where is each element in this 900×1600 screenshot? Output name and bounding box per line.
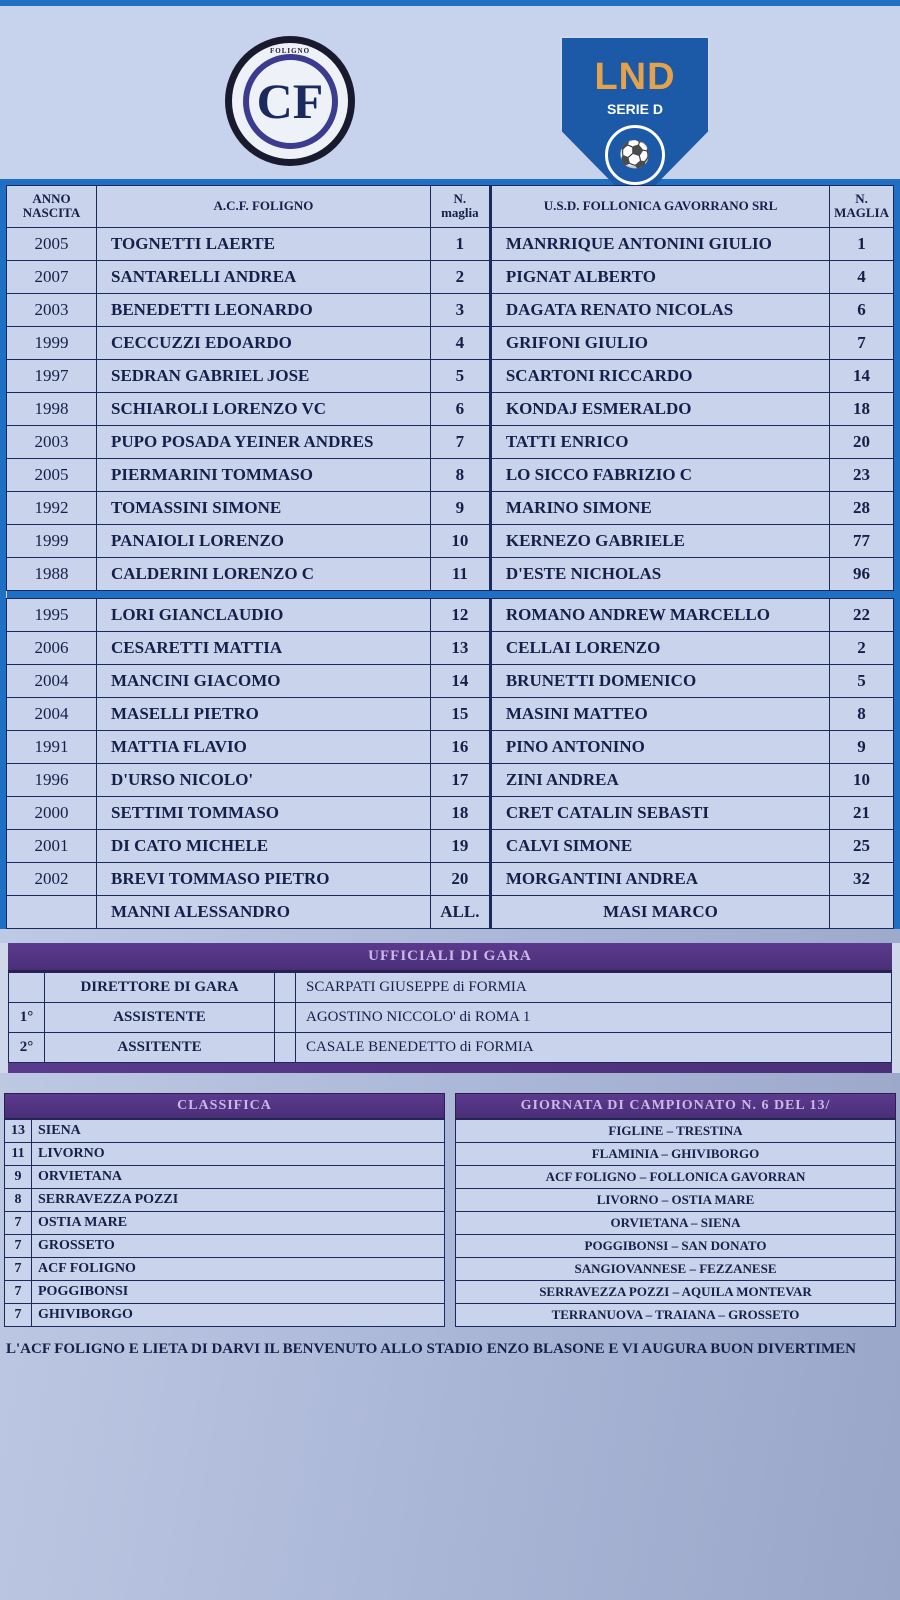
roster-row: 2004 MANCINI GIACOMO 14 BRUNETTI DOMENIC… — [7, 664, 894, 697]
giornata-row: SERRAVEZZA POZZI – AQUILA MONTEVAR — [456, 1280, 896, 1303]
lnd-serie-d-logo: LND SERIE D — [560, 36, 710, 206]
officials-section: UFFICIALI DI GARA DIRETTORE DI GARA SCAR… — [0, 943, 900, 1073]
giornata-row: ORVIETANA – SIENA — [456, 1211, 896, 1234]
officials-table: DIRETTORE DI GARA SCARPATI GIUSEPPE di F… — [8, 972, 892, 1063]
roster-row: 2002 BREVI TOMMASO PIETRO 20 MORGANTINI … — [7, 862, 894, 895]
roster-row: 1996 D'URSO NICOLO' 17 ZINI ANDREA 10 — [7, 763, 894, 796]
acf-foligno-logo: FOLIGNO CF — [225, 36, 355, 166]
giornata-row: FIGLINE – TRESTINA — [456, 1119, 896, 1142]
classifica-row: 8 SERRAVEZZA POZZI — [5, 1188, 445, 1211]
giornata-row: SANGIOVANNESE – FEZZANESE — [456, 1257, 896, 1280]
roster-row: 2005 TOGNETTI LAERTE 1 MANRRIQUE ANTONIN… — [7, 227, 894, 260]
giornata-row: ACF FOLIGNO – FOLLONICA GAVORRAN — [456, 1165, 896, 1188]
classifica-row: 7 GROSSETO — [5, 1234, 445, 1257]
classifica-row: 7 ACF FOLIGNO — [5, 1257, 445, 1280]
giornata-row: LIVORNO – OSTIA MARE — [456, 1188, 896, 1211]
classifica-row: 7 POGGIBONSI — [5, 1280, 445, 1303]
roster-row: 2003 BENEDETTI LEONARDO 3 DAGATA RENATO … — [7, 293, 894, 326]
roster-row: 1999 PANAIOLI LORENZO 10 KERNEZO GABRIEL… — [7, 524, 894, 557]
roster-row: 1998 SCHIAROLI LORENZO VC 6 KONDAJ ESMER… — [7, 392, 894, 425]
roster-table-container: ANNO NASCITA A.C.F. FOLIGNO N. maglia U.… — [0, 185, 900, 929]
bottom-section: CLASSIFICA 13 SIENA 11 LIVORNO 9 ORVIETA… — [0, 1093, 900, 1327]
header-band: FOLIGNO CF LND SERIE D — [0, 0, 900, 185]
roster-row: 2006 CESARETTI MATTIA 13 CELLAI LORENZO … — [7, 631, 894, 664]
giornata-row: TERRANUOVA – TRAIANA – GROSSETO — [456, 1303, 896, 1326]
official-row: 2° ASSITENTE CASALE BENEDETTO di FORMIA — [9, 1032, 892, 1062]
classifica-table: 13 SIENA 11 LIVORNO 9 ORVIETANA 8 SERRAV… — [4, 1119, 445, 1327]
roster-row: 1992 TOMASSINI SIMONE 9 MARINO SIMONE 28 — [7, 491, 894, 524]
classifica-row: 9 ORVIETANA — [5, 1165, 445, 1188]
roster-row: 2005 PIERMARINI TOMMASO 8 LO SICCO FABRI… — [7, 458, 894, 491]
match-sheet: FOLIGNO CF LND SERIE D ANNO NASCITA A.C.… — [0, 0, 900, 1600]
roster-row: 2000 SETTIMI TOMMASO 18 CRET CATALIN SEB… — [7, 796, 894, 829]
official-row: DIRETTORE DI GARA SCARPATI GIUSEPPE di F… — [9, 972, 892, 1002]
classifica-row: 7 OSTIA MARE — [5, 1211, 445, 1234]
classifica-row: 13 SIENA — [5, 1119, 445, 1142]
roster-row: 2004 MASELLI PIETRO 15 MASINI MATTEO 8 — [7, 697, 894, 730]
roster-row: 1991 MATTIA FLAVIO 16 PINO ANTONINO 9 — [7, 730, 894, 763]
roster-row: 1988 CALDERINI LORENZO C 11 D'ESTE NICHO… — [7, 557, 894, 590]
roster-row: 2003 PUPO POSADA YEINER ANDRES 7 TATTI E… — [7, 425, 894, 458]
roster-row: 2007 SANTARELLI ANDREA 2 PIGNAT ALBERTO … — [7, 260, 894, 293]
giornata-table: FIGLINE – TRESTINA FLAMINIA – GHIVIBORGO A… — [455, 1119, 896, 1327]
roster-row: 2001 DI CATO MICHELE 19 CALVI SIMONE 25 — [7, 829, 894, 862]
giornata-box: GIORNATA DI CAMPIONATO N. 6 DEL 13/ FIGL… — [455, 1093, 896, 1327]
official-row: 1° ASSISTENTE AGOSTINO NICCOLO' di ROMA … — [9, 1002, 892, 1032]
roster-rows-top: 2005 TOGNETTI LAERTE 1 MANRRIQUE ANTONIN… — [7, 227, 894, 590]
roster-row: 1997 SEDRAN GABRIEL JOSE 5 SCARTONI RICC… — [7, 359, 894, 392]
classifica-row: 11 LIVORNO — [5, 1142, 445, 1165]
coach-row: MANNI ALESSANDRO ALL. MASI MARCO — [7, 895, 894, 928]
roster-table: ANNO NASCITA A.C.F. FOLIGNO N. maglia U.… — [6, 185, 894, 929]
giornata-row: FLAMINIA – GHIVIBORGO — [456, 1142, 896, 1165]
roster-row: 1999 CECCUZZI EDOARDO 4 GRIFONI GIULIO 7 — [7, 326, 894, 359]
closing-message: L'ACF FOLIGNO E LIETA DI DARVI IL BENVEN… — [0, 1341, 900, 1358]
classifica-row: 7 GHIVIBORGO — [5, 1303, 445, 1326]
roster-rows-bottom: 1995 LORI GIANCLAUDIO 12 ROMANO ANDREW M… — [7, 598, 894, 895]
giornata-row: POGGIBONSI – SAN DONATO — [456, 1234, 896, 1257]
roster-row: 1995 LORI GIANCLAUDIO 12 ROMANO ANDREW M… — [7, 598, 894, 631]
soccer-ball-icon — [605, 125, 665, 185]
classifica-box: CLASSIFICA 13 SIENA 11 LIVORNO 9 ORVIETA… — [4, 1093, 445, 1327]
